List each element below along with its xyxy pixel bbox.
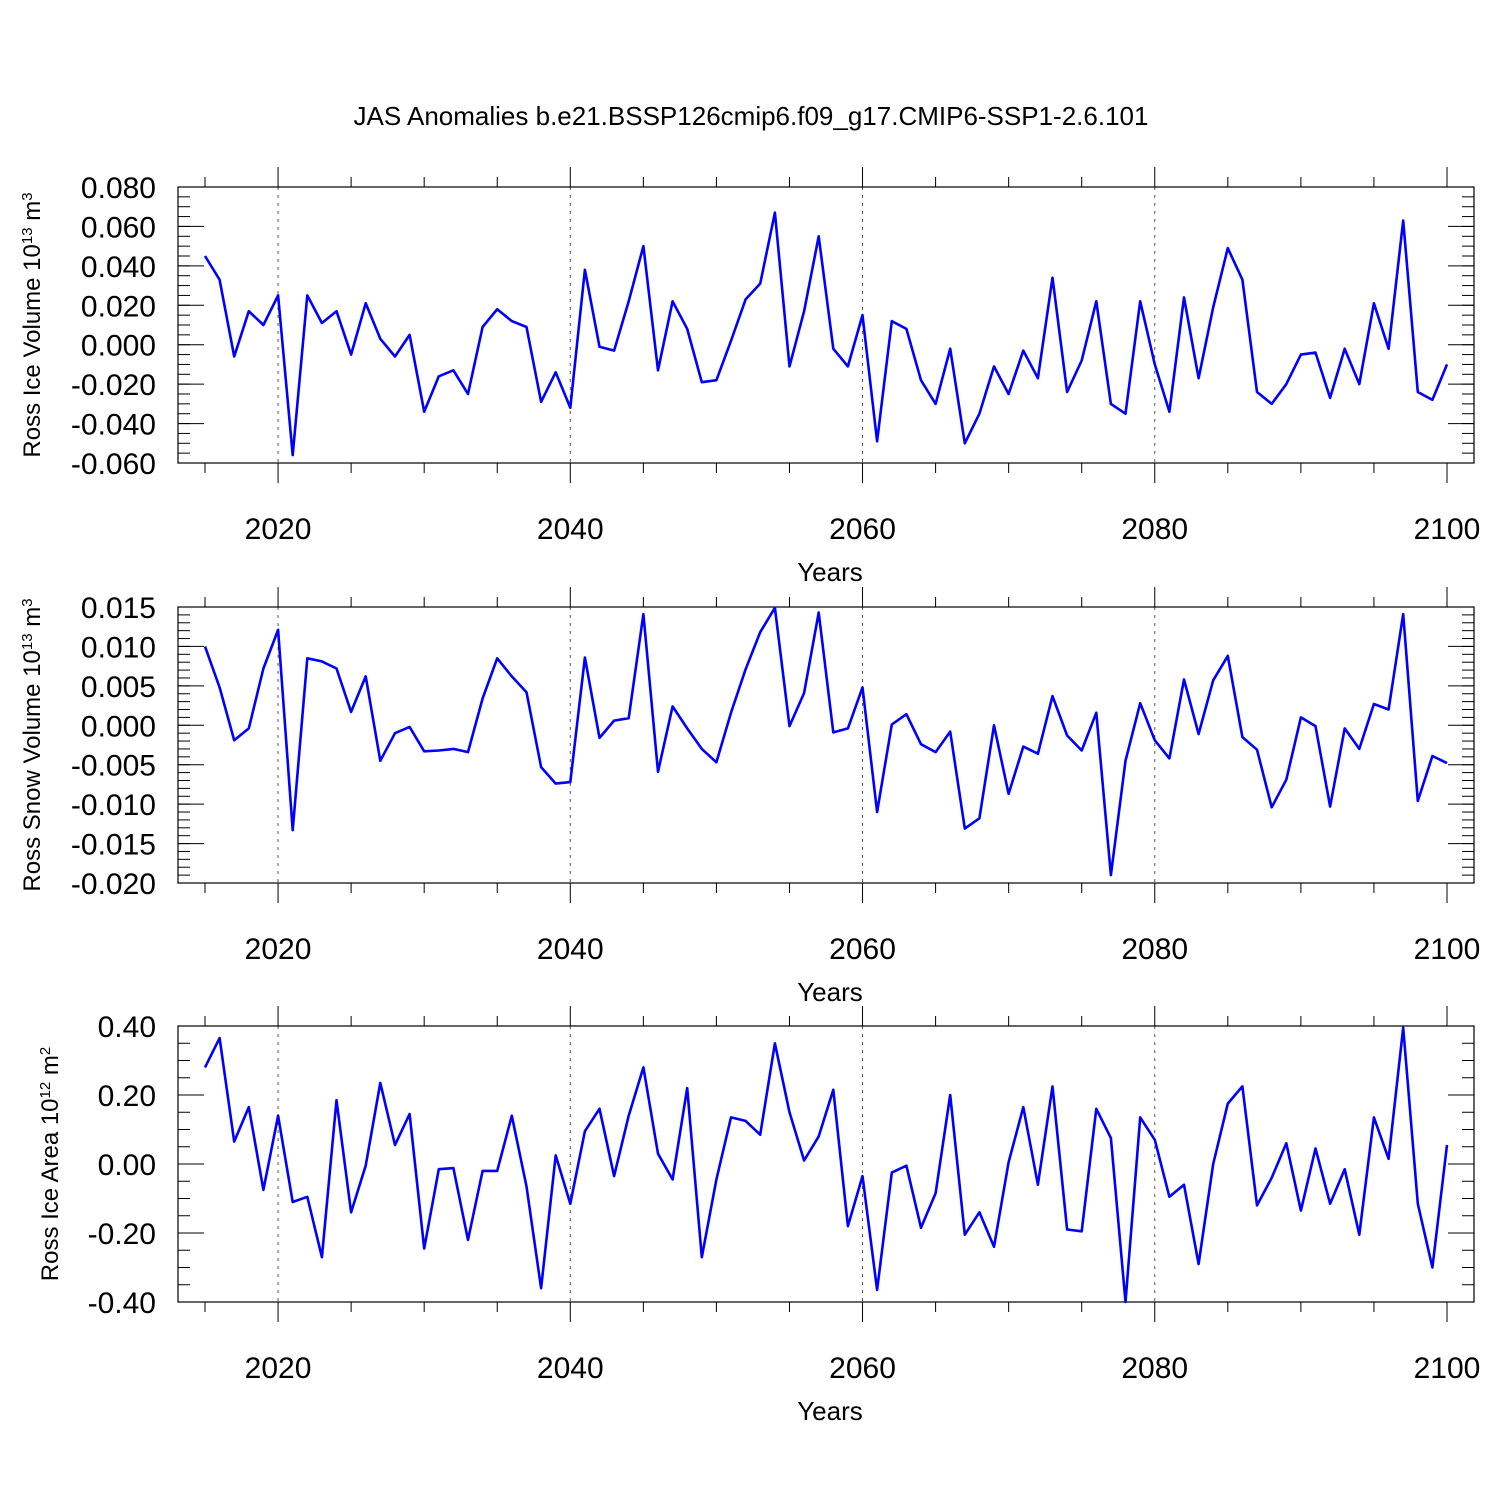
y-label-exponent: 13 — [19, 633, 36, 650]
x-tick-label: 2080 — [1121, 513, 1188, 546]
y-label-unit-exponent: 3 — [19, 598, 36, 606]
y-tick-label: 0.080 — [81, 172, 156, 205]
series-line — [203, 606, 1448, 877]
series-line — [203, 211, 1449, 457]
y-tick-label: 0.005 — [81, 671, 156, 704]
y-tick-label: 0.060 — [81, 211, 156, 244]
x-axis-label: Years — [797, 1396, 863, 1426]
y-tick-label: 0.20 — [98, 1080, 156, 1113]
x-tick-label: 2040 — [537, 933, 604, 966]
y-tick-label: 0.000 — [81, 330, 156, 363]
x-tick-label: 2060 — [829, 1352, 896, 1385]
axis-ticks — [178, 587, 1474, 903]
y-tick-label: 0.00 — [98, 1149, 156, 1182]
y-axis-label: Ross Snow Volume 1013 m3 — [19, 598, 47, 891]
panel-ice-volume: -0.060 -0.040 -0.020 0.000 0.020 0.040 0.060 0.… — [19, 167, 1480, 587]
y-tick-label: 0.000 — [81, 710, 156, 743]
grid-lines — [277, 1026, 1156, 1302]
axis-ticks — [178, 167, 1474, 483]
y-axis-label: Ross Ice Area 1012 m2 — [37, 1047, 65, 1281]
tick-labels: -0.020 -0.015 -0.010 -0.005 0.000 0.005 0.010 0… — [71, 592, 1480, 966]
y-label-unit: m — [19, 607, 46, 634]
y-axis-label: Ross Ice Volume 1013 m3 — [19, 192, 47, 457]
y-tick-label: 0.020 — [81, 290, 156, 323]
y-label-exponent: 13 — [19, 227, 36, 244]
x-tick-label: 2060 — [829, 933, 896, 966]
x-axis-label: Years — [797, 977, 863, 1007]
x-tick-label: 2040 — [537, 1352, 604, 1385]
x-tick-label: 2100 — [1414, 513, 1481, 546]
y-tick-label: 0.40 — [98, 1011, 156, 1044]
x-tick-label: 2080 — [1121, 1352, 1188, 1385]
y-label-unit-exponent: 3 — [19, 192, 36, 200]
x-tick-label: 2020 — [245, 1352, 312, 1385]
x-tick-label: 2080 — [1121, 933, 1188, 966]
y-label-unit: m — [37, 1055, 64, 1082]
x-axis-label: Years — [797, 557, 863, 587]
x-tick-label: 2100 — [1414, 933, 1481, 966]
x-tick-label: 2100 — [1414, 1352, 1481, 1385]
tick-labels: -0.060 -0.040 -0.020 0.000 0.020 0.040 0.060 0.… — [71, 172, 1480, 546]
x-tick-label: 2040 — [537, 513, 604, 546]
plot-frame — [177, 186, 1475, 464]
x-tick-label: 2020 — [245, 933, 312, 966]
y-tick-label: -0.20 — [88, 1218, 156, 1251]
y-tick-label: -0.020 — [71, 369, 156, 402]
y-label-main: Ross Ice Area 10 — [37, 1098, 64, 1281]
y-label-exponent: 12 — [37, 1082, 54, 1099]
tick-labels: -0.40 -0.20 0.00 0.20 0.40 2020 2040 2060 2080 21… — [88, 1011, 1481, 1385]
series-line — [203, 1026, 1449, 1304]
grid-lines — [277, 607, 1156, 883]
x-tick-label: 2020 — [245, 513, 312, 546]
panel-snow-volume: -0.020 -0.015 -0.010 -0.005 0.000 0.005 0.010 0… — [19, 587, 1480, 1007]
y-label-main: Ross Snow Volume 10 — [19, 650, 46, 891]
y-tick-label: -0.040 — [71, 409, 156, 442]
y-tick-label: -0.060 — [71, 448, 156, 481]
y-label-unit-exponent: 2 — [37, 1047, 54, 1055]
plot-frame — [177, 1025, 1475, 1303]
y-label-unit: m — [19, 201, 46, 228]
y-tick-label: 0.010 — [81, 631, 156, 664]
y-tick-label: -0.005 — [71, 750, 156, 783]
y-tick-label: -0.010 — [71, 789, 156, 822]
plot-frame — [177, 606, 1475, 884]
y-tick-label: -0.015 — [71, 829, 156, 862]
y-tick-label: 0.015 — [81, 592, 156, 625]
y-label-main: Ross Ice Volume 10 — [19, 244, 46, 457]
figure-title: JAS Anomalies b.e21.BSSP126cmip6.f09_g17… — [354, 101, 1149, 131]
grid-lines — [277, 187, 1156, 463]
y-tick-label: -0.40 — [88, 1287, 156, 1320]
y-tick-label: 0.040 — [81, 251, 156, 284]
y-tick-label: -0.020 — [71, 868, 156, 901]
x-tick-label: 2060 — [829, 513, 896, 546]
axis-ticks — [178, 1006, 1474, 1322]
